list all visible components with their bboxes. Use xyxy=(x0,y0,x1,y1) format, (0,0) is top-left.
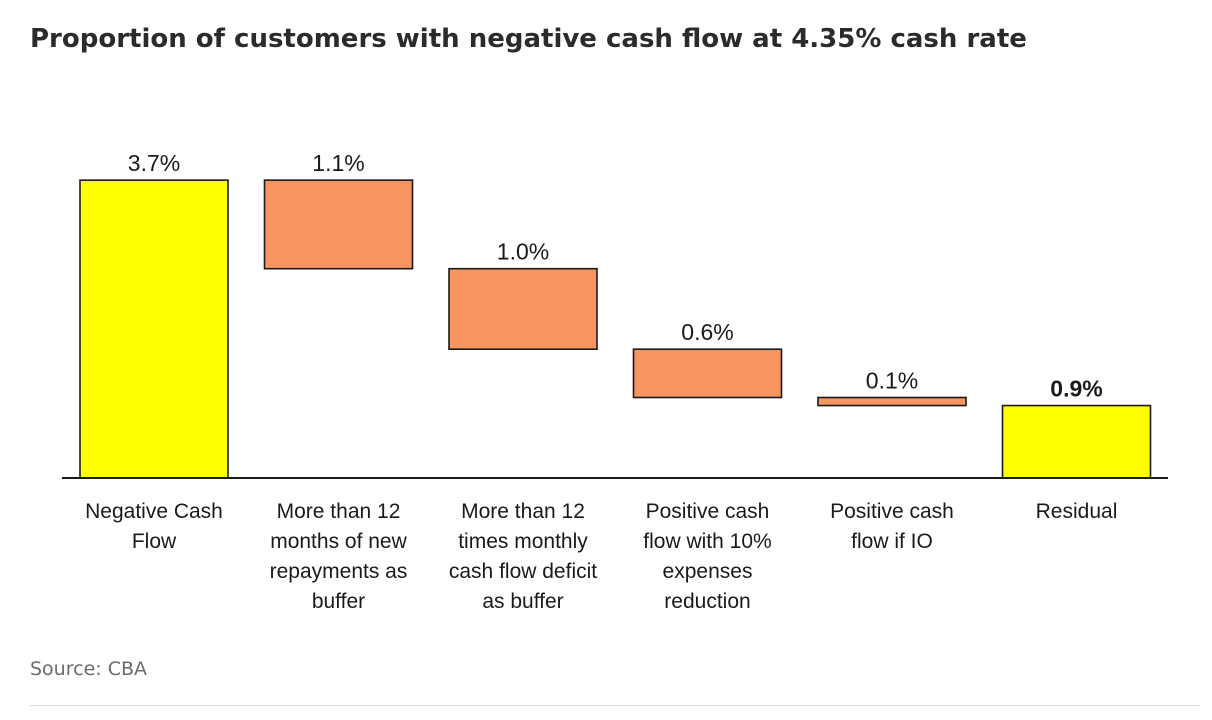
bar-3 xyxy=(448,267,598,351)
category-label-line: buffer xyxy=(312,590,365,613)
category-label-2: More than 12 months of new repayments as bu… xyxy=(270,500,408,613)
value-label-4: 0.6% xyxy=(681,319,733,345)
category-label-5: Positive cash flow if IO xyxy=(830,500,954,553)
value-label-2: 1.1% xyxy=(312,150,364,176)
category-label-6: Residual xyxy=(1036,500,1118,523)
bottom-divider xyxy=(30,705,1200,706)
category-label-line: times monthly xyxy=(458,530,588,553)
category-label-line: expenses xyxy=(663,560,753,583)
category-label-1: Negative Cash Flow xyxy=(85,500,223,553)
category-label-4: Positive cash flow with 10% expenses reduct… xyxy=(643,500,771,613)
category-label-line: More than 12 xyxy=(461,500,585,523)
category-label-line: months of new xyxy=(270,530,407,553)
category-label-line: Residual xyxy=(1036,500,1118,523)
bar-2 xyxy=(263,179,414,270)
bar-6 xyxy=(1001,404,1152,479)
category-label-line: Positive cash xyxy=(646,500,770,523)
category-label-line: cash flow deficit xyxy=(449,560,597,583)
value-label-1: 3.7% xyxy=(128,150,180,176)
category-label-line: More than 12 xyxy=(277,500,401,523)
category-label-line: Positive cash xyxy=(830,500,954,523)
category-label-line: Negative Cash xyxy=(85,500,223,523)
category-label-3: More than 12 times monthly cash flow defic… xyxy=(449,500,597,613)
chart-title: Proportion of customers with negative ca… xyxy=(30,24,1027,54)
bar-4 xyxy=(632,348,783,399)
source-note: Source: CBA xyxy=(30,658,147,680)
value-label-3: 1.0% xyxy=(497,239,549,265)
category-label-line: Flow xyxy=(132,530,177,553)
category-label-line: repayments as xyxy=(270,560,408,583)
category-label-line: flow if IO xyxy=(851,530,933,553)
bar-5 xyxy=(817,396,967,407)
value-label-5: 0.1% xyxy=(866,368,918,394)
category-label-line: reduction xyxy=(664,590,750,613)
bar-1 xyxy=(79,179,229,479)
value-label-6: 0.9% xyxy=(1050,376,1102,402)
category-label-line: flow with 10% xyxy=(643,530,771,553)
category-label-line: as buffer xyxy=(482,590,563,613)
